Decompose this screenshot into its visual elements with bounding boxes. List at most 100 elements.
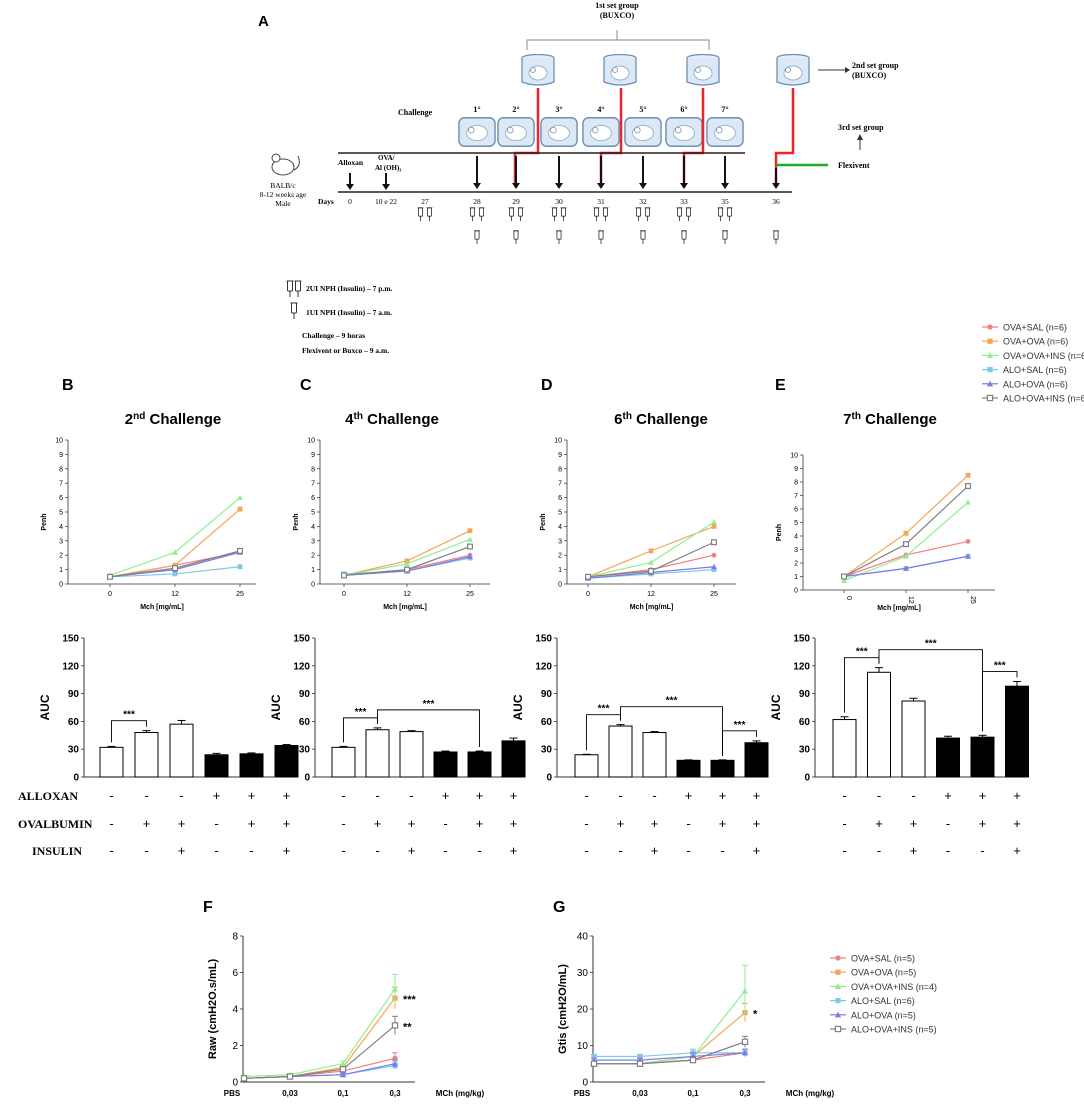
data-point (591, 1053, 597, 1060)
set1-label-line1: 1st set group (595, 1, 639, 10)
bar (936, 737, 960, 778)
data-point (965, 472, 971, 478)
y-tick-label: 10 (554, 438, 562, 445)
data-point (903, 530, 909, 536)
significance-label: *** (856, 647, 868, 658)
condition-sign: + (213, 788, 221, 803)
condition-sign: - (109, 788, 113, 803)
y-tick-label: 4 (232, 1005, 238, 1016)
significance-bracket (722, 730, 757, 756)
condition-sign: - (686, 816, 690, 831)
x-tick-label: 0,3 (389, 1089, 401, 1098)
resistance-chart-G: 0 10 20 30 40 Gtis (cmH2O/mL) PBS 0,03 0,1 0,3 MCh… (557, 932, 835, 1099)
y-tick-label: 150 (535, 634, 552, 645)
condition-sign: + (1013, 816, 1021, 831)
chart-title: 2nd Challenge (125, 411, 221, 429)
condition-sign: + (178, 816, 186, 831)
data-point (964, 483, 971, 490)
challenge-number: 2° (512, 105, 519, 114)
legend-marker (835, 969, 841, 975)
syringe-1ui-icon (290, 302, 298, 320)
condition-sign: - (341, 843, 345, 858)
significance-label: *** (925, 639, 937, 650)
y-axis-label: Penh (776, 524, 783, 541)
day-labels: 0 10 e 22 27 28 29 30 31 32 33 35 36 (348, 197, 780, 206)
condition-sign: - (375, 843, 379, 858)
y-tick-label: 60 (299, 717, 311, 728)
condition-sign: - (341, 788, 345, 803)
data-point (711, 552, 717, 558)
chart-title: 6th Challenge (614, 411, 708, 429)
condition-sign: - (652, 788, 656, 803)
y-tick-label: 0 (232, 1078, 238, 1089)
y-tick-label: 90 (299, 689, 311, 700)
significance-bracket (620, 706, 723, 756)
condition-sign: - (686, 843, 690, 858)
condition-sign: + (283, 788, 291, 803)
condition-sign: + (510, 816, 518, 831)
significance-bracket (111, 720, 147, 743)
condition-sign: + (143, 816, 151, 831)
condition-sign: + (442, 788, 450, 803)
syringe-pm-icon (593, 207, 600, 222)
bar (239, 753, 264, 778)
condition-sign: - (618, 843, 622, 858)
y-tick-label: 30 (541, 745, 553, 756)
auc-chart-D: 0 30 60 90 120 150 AUC - - - + + + - + + - + + - - + - - + *** ***… (511, 634, 769, 858)
condition-sign: - (877, 843, 881, 858)
condition-sign: + (283, 843, 291, 858)
y-tick-label: 6 (232, 968, 238, 979)
y-tick-label: 120 (535, 661, 552, 672)
condition-sign: + (1013, 788, 1021, 803)
day-label: 35 (721, 197, 729, 206)
y-tick-label: 3 (311, 538, 315, 545)
condition-sign: - (584, 843, 588, 858)
legend-label: ALO+SAL (n=6) (851, 996, 915, 1006)
insulin-syringes (417, 207, 780, 245)
challenge-cages (458, 117, 744, 147)
y-tick-label: 2 (232, 1041, 238, 1052)
condition-sign: + (719, 788, 727, 803)
y-tick-label: 2 (794, 561, 798, 568)
data-point (391, 1022, 399, 1029)
x-tick-label: 12 (907, 596, 914, 604)
buxco-jar-2 (603, 54, 637, 86)
red-link-8 (774, 88, 795, 185)
y-tick-label: 150 (293, 634, 310, 645)
down-arrow-head (473, 183, 481, 189)
x-tick-label: 25 (236, 591, 244, 598)
bar (99, 746, 124, 778)
series-line (243, 1024, 396, 1079)
challenge-cage-4 (582, 117, 620, 147)
bar (901, 700, 926, 778)
set2-label-line2: (BUXCO) (852, 71, 887, 80)
y-tick-label: 10 (790, 453, 798, 460)
significance-label: *** (734, 720, 746, 731)
day-label: 10 e 22 (375, 197, 397, 206)
syringe-pm-icon (551, 207, 558, 222)
y-tick-label: 8 (59, 466, 63, 473)
legend-label: OVA+OVA (n=5) (851, 968, 916, 978)
y-tick-label: 0 (558, 582, 562, 589)
significance-label: *** (994, 661, 1006, 672)
ova-label-line1: OVA/ (378, 154, 396, 162)
y-tick-label: 7 (59, 481, 63, 488)
y-tick-label: 9 (794, 466, 798, 473)
x-tick-label: 12 (171, 591, 179, 598)
condition-sign: - (720, 843, 724, 858)
y-tick-label: 1 (794, 574, 798, 581)
down-arrow-head (512, 183, 520, 189)
day-label: 28 (473, 197, 481, 206)
x-tick-label: PBS (224, 1089, 241, 1098)
y-tick-label: 10 (307, 438, 315, 445)
y-tick-label: 5 (311, 510, 315, 517)
bar (710, 759, 735, 778)
mouse-age: 8-12 weeks age (260, 190, 307, 199)
y-tick-label: 7 (794, 493, 798, 500)
condition-sign: - (842, 816, 846, 831)
syringe-am-icon (772, 230, 780, 245)
condition-sign: - (946, 816, 950, 831)
